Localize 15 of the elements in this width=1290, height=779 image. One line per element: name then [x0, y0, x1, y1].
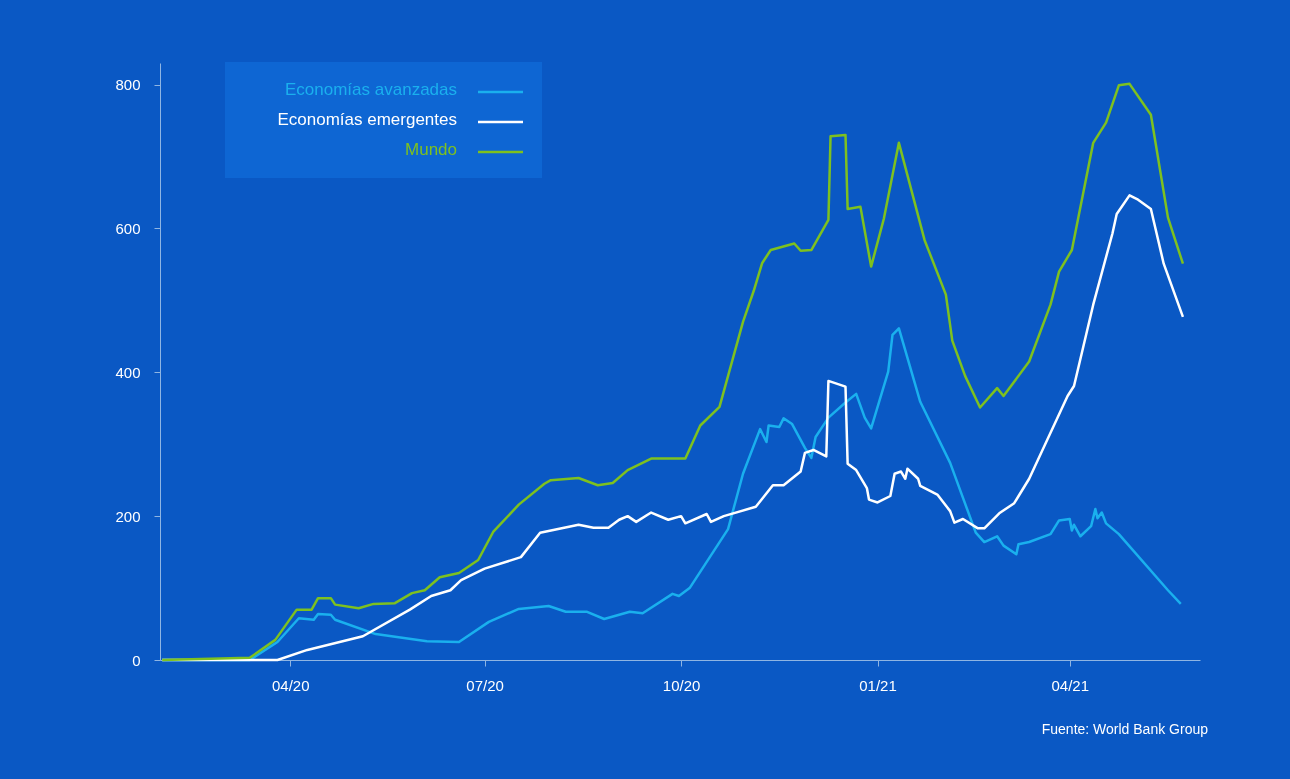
line-series: [160, 82, 1185, 662]
x-tick-label: 10/20: [662, 676, 701, 694]
legend-label: Mundo: [405, 140, 457, 159]
y-tick-label: 0: [132, 651, 141, 669]
x-tick-label: 04/20: [271, 676, 310, 694]
legend-label: Economías avanzadas: [285, 80, 457, 99]
source-note: Fuente: World Bank Group: [1041, 721, 1209, 737]
y-tick-label: 600: [115, 219, 141, 237]
y-tick-label: 800: [115, 76, 141, 94]
x-tick-label: 07/20: [466, 676, 504, 694]
x-tick-label: 01/21: [859, 676, 897, 694]
legend-label: Economías emergentes: [277, 110, 457, 129]
x-tick-label: 04/21: [1051, 676, 1090, 694]
y-tick-label: 200: [115, 507, 141, 525]
y-tick-label: 400: [115, 363, 141, 381]
